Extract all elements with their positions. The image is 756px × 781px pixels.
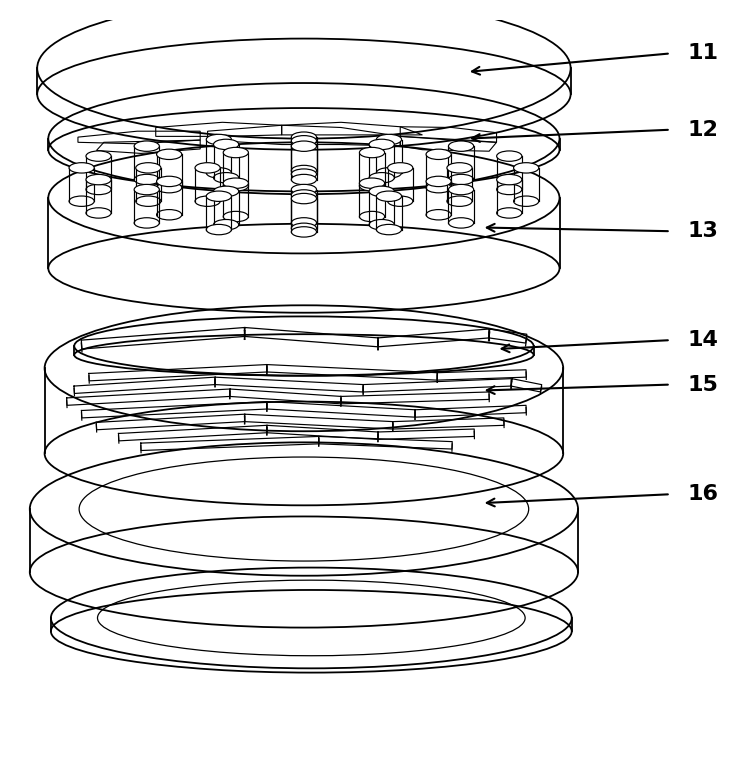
- Ellipse shape: [206, 168, 231, 178]
- Ellipse shape: [223, 212, 249, 222]
- Ellipse shape: [448, 184, 474, 194]
- Ellipse shape: [134, 141, 160, 152]
- Ellipse shape: [134, 174, 160, 184]
- Ellipse shape: [136, 162, 161, 173]
- Ellipse shape: [388, 162, 413, 173]
- Text: 16: 16: [687, 484, 718, 505]
- Ellipse shape: [156, 209, 181, 220]
- Ellipse shape: [213, 186, 239, 197]
- Ellipse shape: [513, 196, 539, 206]
- Ellipse shape: [291, 169, 317, 180]
- Ellipse shape: [206, 224, 231, 235]
- Ellipse shape: [448, 141, 474, 152]
- Ellipse shape: [156, 177, 181, 187]
- Ellipse shape: [206, 134, 231, 144]
- Text: 13: 13: [687, 221, 718, 241]
- Ellipse shape: [447, 162, 472, 173]
- Ellipse shape: [69, 196, 94, 206]
- Ellipse shape: [426, 177, 451, 187]
- Ellipse shape: [447, 196, 472, 206]
- Ellipse shape: [369, 219, 395, 230]
- Text: 14: 14: [687, 330, 718, 350]
- Ellipse shape: [513, 162, 539, 173]
- Ellipse shape: [359, 212, 385, 222]
- Ellipse shape: [291, 226, 317, 237]
- Ellipse shape: [291, 166, 317, 176]
- Ellipse shape: [223, 178, 249, 188]
- Ellipse shape: [195, 196, 220, 206]
- Ellipse shape: [376, 134, 401, 144]
- Ellipse shape: [359, 178, 385, 188]
- Ellipse shape: [291, 174, 317, 185]
- Ellipse shape: [213, 139, 239, 150]
- Ellipse shape: [376, 224, 401, 235]
- Ellipse shape: [156, 183, 181, 193]
- Ellipse shape: [497, 208, 522, 218]
- Text: 12: 12: [687, 119, 718, 140]
- Ellipse shape: [156, 149, 181, 159]
- Ellipse shape: [291, 223, 317, 234]
- Ellipse shape: [291, 141, 317, 152]
- Ellipse shape: [291, 132, 317, 142]
- Ellipse shape: [136, 196, 161, 206]
- Ellipse shape: [448, 174, 474, 184]
- Ellipse shape: [86, 151, 111, 162]
- Ellipse shape: [291, 218, 317, 228]
- Ellipse shape: [426, 149, 451, 159]
- Ellipse shape: [291, 184, 317, 194]
- Ellipse shape: [448, 218, 474, 228]
- Ellipse shape: [359, 148, 385, 158]
- Ellipse shape: [213, 219, 239, 230]
- Ellipse shape: [206, 191, 231, 201]
- Ellipse shape: [369, 139, 395, 150]
- Text: 11: 11: [687, 44, 718, 63]
- Ellipse shape: [291, 136, 317, 146]
- Ellipse shape: [69, 162, 94, 173]
- Ellipse shape: [134, 184, 160, 194]
- Ellipse shape: [388, 196, 413, 206]
- Ellipse shape: [497, 151, 522, 162]
- Ellipse shape: [369, 173, 395, 183]
- Ellipse shape: [497, 174, 522, 185]
- Ellipse shape: [291, 194, 317, 204]
- Text: 15: 15: [687, 375, 718, 394]
- Ellipse shape: [376, 191, 401, 201]
- Ellipse shape: [426, 209, 451, 220]
- Ellipse shape: [426, 183, 451, 193]
- Ellipse shape: [497, 184, 522, 194]
- Ellipse shape: [86, 184, 111, 194]
- Ellipse shape: [369, 186, 395, 197]
- Ellipse shape: [223, 148, 249, 158]
- Ellipse shape: [86, 174, 111, 185]
- Ellipse shape: [291, 190, 317, 200]
- Ellipse shape: [86, 208, 111, 218]
- Ellipse shape: [223, 180, 249, 191]
- Ellipse shape: [359, 180, 385, 191]
- Ellipse shape: [376, 168, 401, 178]
- Ellipse shape: [213, 173, 239, 183]
- Ellipse shape: [134, 218, 160, 228]
- Ellipse shape: [195, 162, 220, 173]
